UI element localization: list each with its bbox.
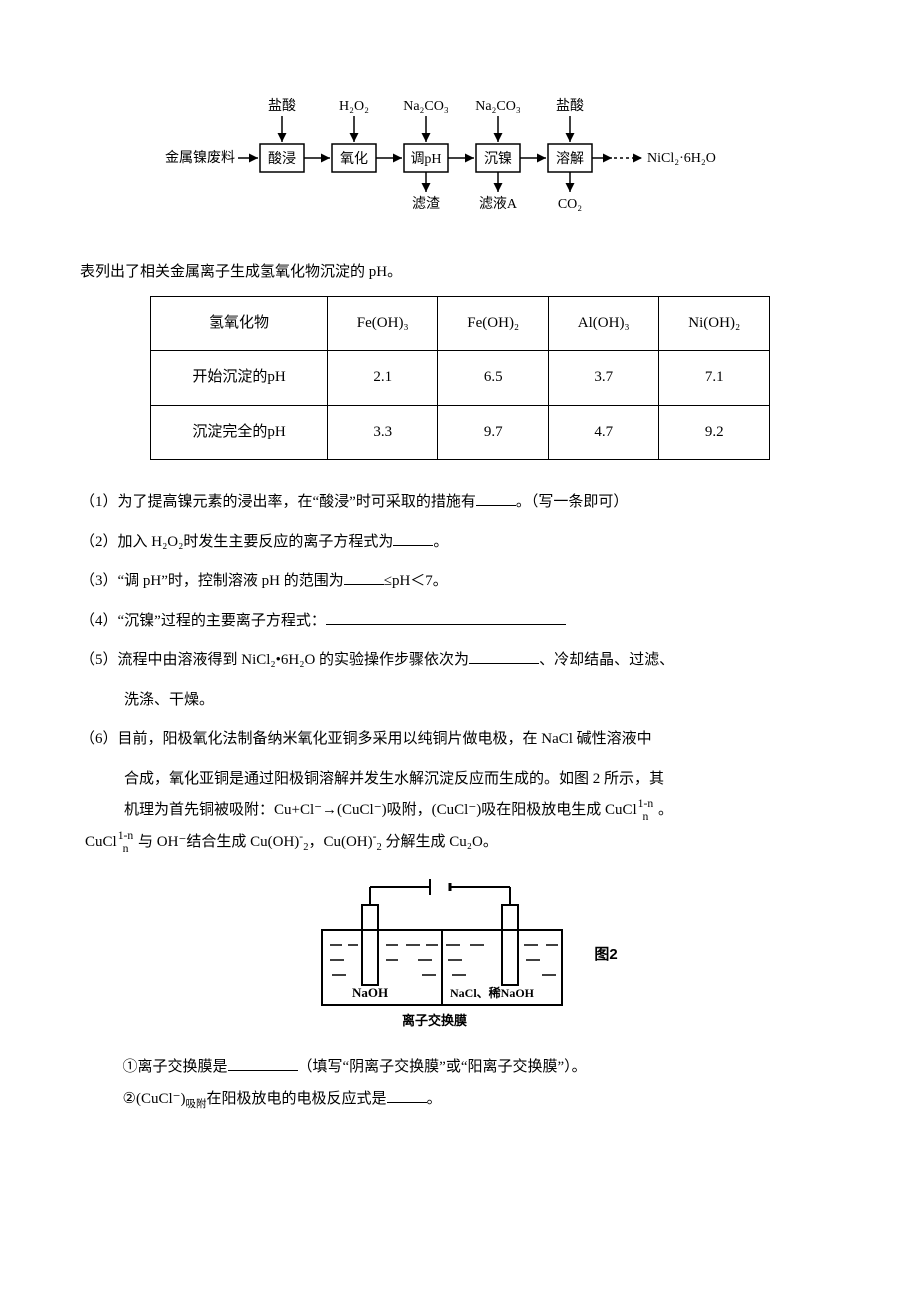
svg-text:CO₂: CO₂ (558, 197, 582, 212)
exp-top: 1-n (638, 798, 654, 810)
question-4: （4）“沉镍”过程的主要离子方程式： (80, 609, 850, 635)
q6-text-d3: 分解生成 Cu₂O。 (382, 834, 498, 850)
figure-2: NaOH NaCl、稀NaOH 离子交换膜 图2 (70, 875, 850, 1035)
question-1: （1）为了提高镍元素的浸出率，在“酸浸”时可采取的措施有 。（写一条即可） (80, 490, 850, 516)
fig2-side-label: 图2 (594, 942, 617, 968)
question-6-1: ①离子交换膜是 （填写“阴离子交换膜”或“阳离子交换膜”）。 (123, 1055, 851, 1081)
q6-1-text-a: ①离子交换膜是 (123, 1059, 228, 1075)
flow-end: NiCl₂·6H₂O (647, 151, 716, 166)
q6-text-a: （6）目前，阳极氧化法制备纳米氧化亚铜多采用以纯铜片做电极，在 NaCl 碱性溶… (80, 731, 652, 747)
blank (228, 1055, 298, 1071)
question-6: （6）目前，阳极氧化法制备纳米氧化亚铜多采用以纯铜片做电极，在 NaCl 碱性溶… (80, 727, 850, 753)
frac-t: - (373, 831, 377, 843)
question-5-cont: 洗涤、干燥。 (124, 688, 850, 714)
blank (326, 609, 566, 625)
q6-text-c1: 机理为首先铜被吸附：Cu+Cl⁻→(CuCl⁻)吸附，(CuCl⁻)吸在阳极放电… (124, 802, 637, 818)
svg-text:沉镍: 沉镍 (484, 151, 512, 167)
q2-text: （2）加入 H₂O₂时发生主要反应的离子方程式为 (80, 534, 393, 550)
fig2-left-label: NaOH (352, 985, 388, 1000)
q6-1-text-b: （填写“阴离子交换膜”或“阳离子交换膜”）。 (298, 1059, 587, 1075)
question-6-line2: 合成，氧化亚铜是通过阳极铜溶解并发生水解沉淀反应而生成的。如图 2 所示，其 (124, 767, 850, 793)
q5-text-a: （5）流程中由溶液得到 NiCl₂•6H₂O 的实验操作步骤依次为 (80, 652, 469, 668)
svg-text:酸浸: 酸浸 (268, 151, 296, 167)
cucl-exponent-2: 1-nn (118, 830, 134, 854)
q6-2-text-a: ②(CuCl⁻) (123, 1091, 186, 1107)
question-3: （3）“调 pH”时，控制溶液 pH 的范围为 ≤pH＜7。 (80, 569, 850, 595)
blank (344, 569, 384, 585)
question-6-2: ②(CuCl⁻)吸附在阳极放电的电极反应式是 。 (123, 1087, 851, 1114)
exp-bot: n (638, 810, 654, 823)
blank (476, 490, 516, 506)
cucl-exponent: 1-nn (638, 798, 654, 822)
svg-text:调pH: 调pH (410, 151, 441, 167)
blank (469, 648, 539, 664)
question-6-line4: CuCl1-nn 与 OH⁻结合生成 Cu(OH)-2，Cu(OH)-2 分解生… (85, 830, 850, 856)
q5-text-b: 、冷却结晶、过滤、 (539, 652, 674, 668)
q2-tail: 。 (433, 534, 448, 550)
flow-start: 金属镍废料 (165, 150, 235, 166)
q6-text-c2: 。 (654, 802, 673, 818)
q4-text: （4）“沉镍”过程的主要离子方程式： (80, 613, 326, 629)
electrolysis-diagram: NaOH NaCl、稀NaOH 离子交换膜 (302, 875, 582, 1035)
svg-text:H₂O₂: H₂O₂ (339, 99, 369, 114)
svg-text:盐酸: 盐酸 (556, 98, 584, 114)
fig2-bottom-label: 离子交换膜 (402, 1013, 467, 1028)
q6-text-d0: CuCl (85, 834, 117, 850)
svg-text:滤渣: 滤渣 (412, 196, 440, 212)
ph-table: 氢氧化物Fe(OH)₃Fe(OH)₂Al(OH)₃Ni(OH)₂ 开始沉淀的pH… (150, 296, 770, 461)
fig2-right-label: NaCl、稀NaOH (450, 985, 535, 1000)
q6-2-text-b: 在阳极放电的电极反应式是 (207, 1091, 387, 1107)
q3-text-a: （3）“调 pH”时，控制溶液 pH 的范围为 (80, 573, 344, 589)
svg-text:盐酸: 盐酸 (268, 98, 296, 114)
blank (393, 530, 433, 546)
q3-text-b: ≤pH＜7。 (384, 573, 448, 589)
q6-text-d1: 与 OH⁻结合生成 Cu(OH) (134, 834, 299, 850)
question-6-line3: 机理为首先铜被吸附：Cu+Cl⁻→(CuCl⁻)吸附，(CuCl⁻)吸在阳极放电… (124, 798, 850, 824)
frac-t: - (299, 831, 303, 843)
q6-text-d2: ，Cu(OH) (308, 834, 372, 850)
blank (387, 1087, 427, 1103)
svg-text:Na₂CO₃: Na₂CO₃ (475, 99, 521, 114)
question-5: （5）流程中由溶液得到 NiCl₂•6H₂O 的实验操作步骤依次为 、冷却结晶、过… (80, 648, 850, 674)
q6-2-text-c: 。 (427, 1091, 442, 1107)
q1-text: （1）为了提高镍元素的浸出率，在“酸浸”时可采取的措施有 (80, 494, 476, 510)
q1-tail: 。（写一条即可） (516, 494, 629, 510)
svg-text:氧化: 氧化 (340, 151, 368, 167)
q5-text-c: 洗涤、干燥。 (124, 692, 214, 708)
svg-text:Na₂CO₃: Na₂CO₃ (403, 99, 449, 114)
q6-text-b: 合成，氧化亚铜是通过阳极铜溶解并发生水解沉淀反应而生成的。如图 2 所示，其 (124, 771, 664, 787)
exp-bot: n (118, 842, 134, 855)
q6-2-sub: 吸附 (186, 1099, 207, 1110)
flowchart: 金属镍废料 NiCl₂·6H₂O 酸浸 盐酸氧化 H₂O₂ 调pH Na₂CO₃ 沉镍 Na… (70, 80, 850, 230)
svg-text:滤液A: 滤液A (479, 196, 518, 212)
question-2: （2）加入 H₂O₂时发生主要反应的离子方程式为 。 (80, 530, 850, 556)
svg-text:溶解: 溶解 (556, 151, 584, 167)
exp-top: 1-n (118, 830, 134, 842)
table-caption: 表列出了相关金属离子生成氢氧化物沉淀的 pH。 (80, 260, 850, 286)
